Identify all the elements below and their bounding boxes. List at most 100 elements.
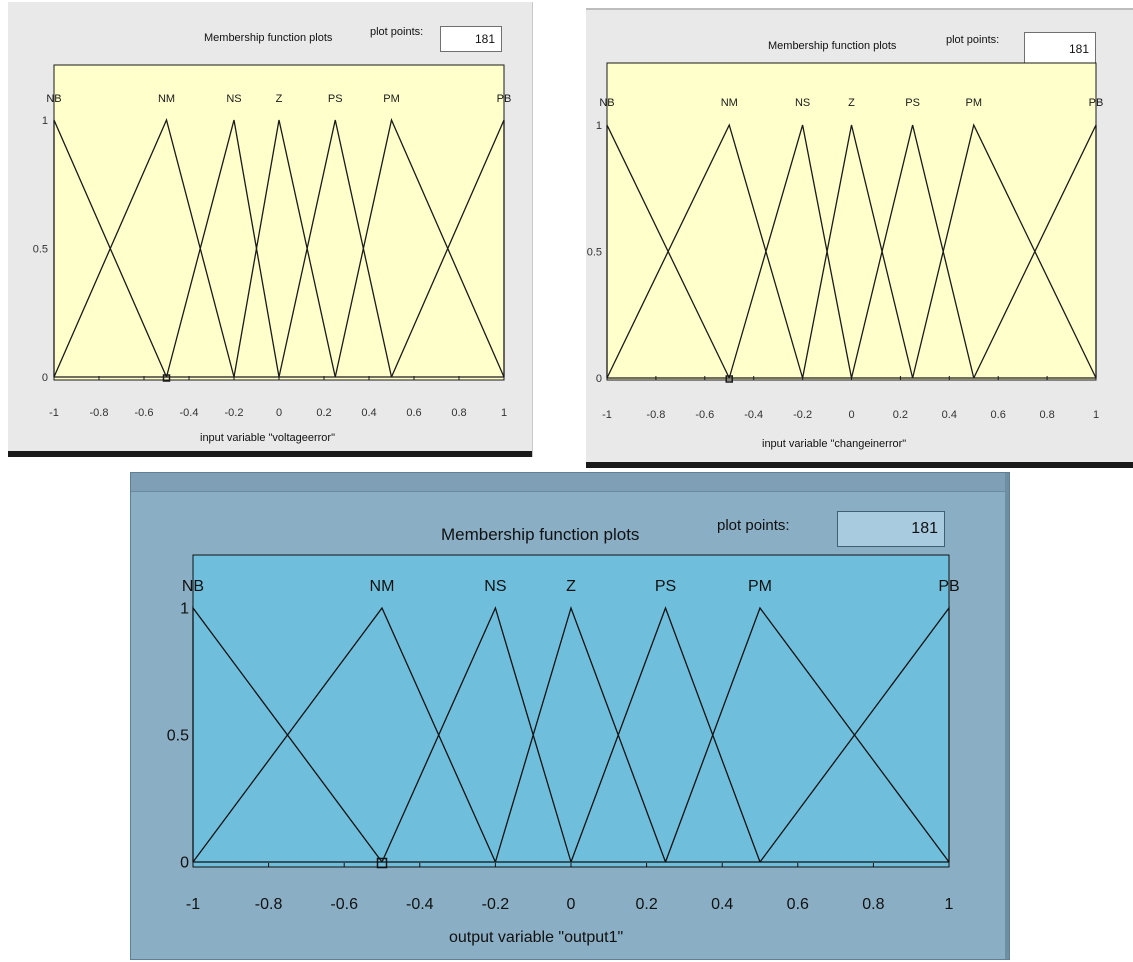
x-tick-label: 0.2 [316,407,331,419]
mf-curve-ps[interactable] [570,606,761,863]
plot-points-input[interactable]: 181 [837,511,945,547]
mf-curve-pm[interactable] [664,606,950,863]
mf-label-ns[interactable]: NS [795,97,810,109]
x-tick-label: 0.6 [991,409,1006,421]
mf-label-nb[interactable]: NB [182,578,204,595]
x-tick-label: -0.4 [406,896,434,913]
mf-curve-nb[interactable] [192,606,383,863]
x-tick-label: 0.8 [1039,409,1054,421]
x-tick-label: 0.8 [451,407,466,419]
x-tick-label: 0.2 [635,896,657,913]
x-tick-label: -0.8 [255,896,283,913]
selection-handle[interactable] [162,374,171,382]
x-tick-label: -0.6 [330,896,358,913]
plot-points-label: plot points: [370,26,424,38]
mf-label-pm[interactable]: PM [966,97,983,109]
mf-curve-z[interactable] [233,119,336,378]
y-tick-label: 1 [42,115,48,127]
y-tick-label: 0.5 [587,246,602,258]
panel-header: Membership function plots [204,32,333,44]
y-tick-label: 1 [180,601,189,618]
x-tick-label: 0 [567,896,576,913]
x-tick-label: 0.4 [942,409,957,421]
mf-label-pb[interactable]: PB [1089,97,1104,109]
divider [586,462,1133,468]
mf-label-ns[interactable]: NS [484,578,506,595]
y-tick-label: 0 [42,372,48,384]
plot-points-label: plot points: [946,34,1000,46]
mf-label-pb[interactable]: PB [938,578,959,595]
mf-plot-output1: -1 -0.8 -0.6 -0.4 -0.2 0 0.2 0.4 0.6 0.8 1 0 0.5 1 NB N… [167,554,960,913]
mf-label-pm[interactable]: PM [748,578,772,595]
mf-curve-ns[interactable] [381,606,572,863]
mf-label-ns[interactable]: NS [226,93,241,105]
x-tick-label: 0.8 [862,896,884,913]
mf-plot-voltageerror: -1 -0.8 -0.6 -0.4 -0.2 0 0.2 0.4 0.6 0.8 1 0 0.5 1 NB N… [33,64,512,419]
y-tick-label: 0.5 [33,243,48,255]
mf-label-z[interactable]: Z [566,578,576,595]
mf-label-ps[interactable]: PS [655,578,676,595]
y-tick-label: 0.5 [167,728,189,745]
mf-panel-output1: Membership function plots plot points: 1… [130,472,1010,960]
mf-curve-nm[interactable] [53,118,235,378]
mf-plot-changeinerror: -1 -0.8 -0.6 -0.4 -0.2 0 0.2 0.4 0.6 0.8 1 0 0.5 1 NB N… [587,62,1104,421]
mf-curve-ns[interactable] [165,119,280,378]
x-axis-label: input variable "changeinerror" [762,438,907,450]
mf-curve-nm[interactable] [606,123,804,379]
mf-curve-nm[interactable] [192,606,496,863]
x-tick-label: 0.4 [361,407,376,419]
x-axis-label: input variable "voltageerror" [200,432,335,444]
x-tick-label: -0.4 [744,409,763,421]
mf-panel-voltageerror: Membership function plots plot points: 1… [8,2,533,457]
x-tick-label: -0.2 [225,407,244,419]
mf-label-z[interactable]: Z [848,97,855,109]
mf-label-nm[interactable]: NM [721,97,738,109]
selection-handle[interactable] [376,857,388,869]
x-tick-label: 1 [501,407,507,419]
mf-curve-nb[interactable] [606,124,730,379]
x-tick-label: 0 [848,409,854,421]
mf-curve-z[interactable] [494,605,667,863]
mf-label-pm[interactable]: PM [383,93,400,105]
x-tick-label: 0.6 [787,896,809,913]
mf-curve-pm[interactable] [911,123,1097,379]
x-tick-label: -0.8 [90,407,109,419]
mf-label-nm[interactable]: NM [370,578,395,595]
mf-curve-ps[interactable] [278,119,393,378]
x-tick-label: -0.4 [180,407,199,419]
x-tick-label: -0.8 [646,409,665,421]
mf-label-ps[interactable]: PS [905,97,920,109]
window-strip [131,473,1009,492]
plot-points-input[interactable]: 181 [440,26,502,52]
mf-curve-pb[interactable] [759,606,950,863]
x-axis-label: output variable "output1" [449,929,624,946]
panel-header: Membership function plots [441,525,640,544]
axes-area [192,554,950,868]
mf-label-nm[interactable]: NM [158,93,175,105]
y-tick-label: 1 [596,120,602,132]
mf-label-z[interactable]: Z [276,93,283,105]
mf-curve-pb[interactable] [390,119,505,378]
mf-label-nb[interactable]: NB [599,97,614,109]
mf-curve-ps[interactable] [850,124,975,379]
mf-label-nb[interactable]: NB [46,93,61,105]
y-tick-label: 0 [180,855,189,872]
selection-handle[interactable] [725,375,733,383]
x-tick-label: 0.6 [406,407,421,419]
panel-header: Membership function plots [768,40,897,52]
y-tick-label: 0 [596,373,602,385]
x-tick-label: -1 [49,407,59,419]
mf-curve-nb[interactable] [53,119,168,378]
x-tick-label: 1 [945,896,954,913]
x-tick-label: 0.4 [711,896,733,913]
axes-area [606,62,1097,381]
x-tick-label: 1 [1093,409,1099,421]
mf-curve-pb[interactable] [973,124,1097,379]
mf-curve-pm[interactable] [334,117,505,378]
mf-curve-ns[interactable] [728,124,853,379]
x-tick-label: -1 [186,896,200,913]
mf-curve-z[interactable] [801,124,914,379]
mf-label-ps[interactable]: PS [328,93,343,105]
mf-label-pb[interactable]: PB [497,93,512,105]
divider [8,451,532,457]
